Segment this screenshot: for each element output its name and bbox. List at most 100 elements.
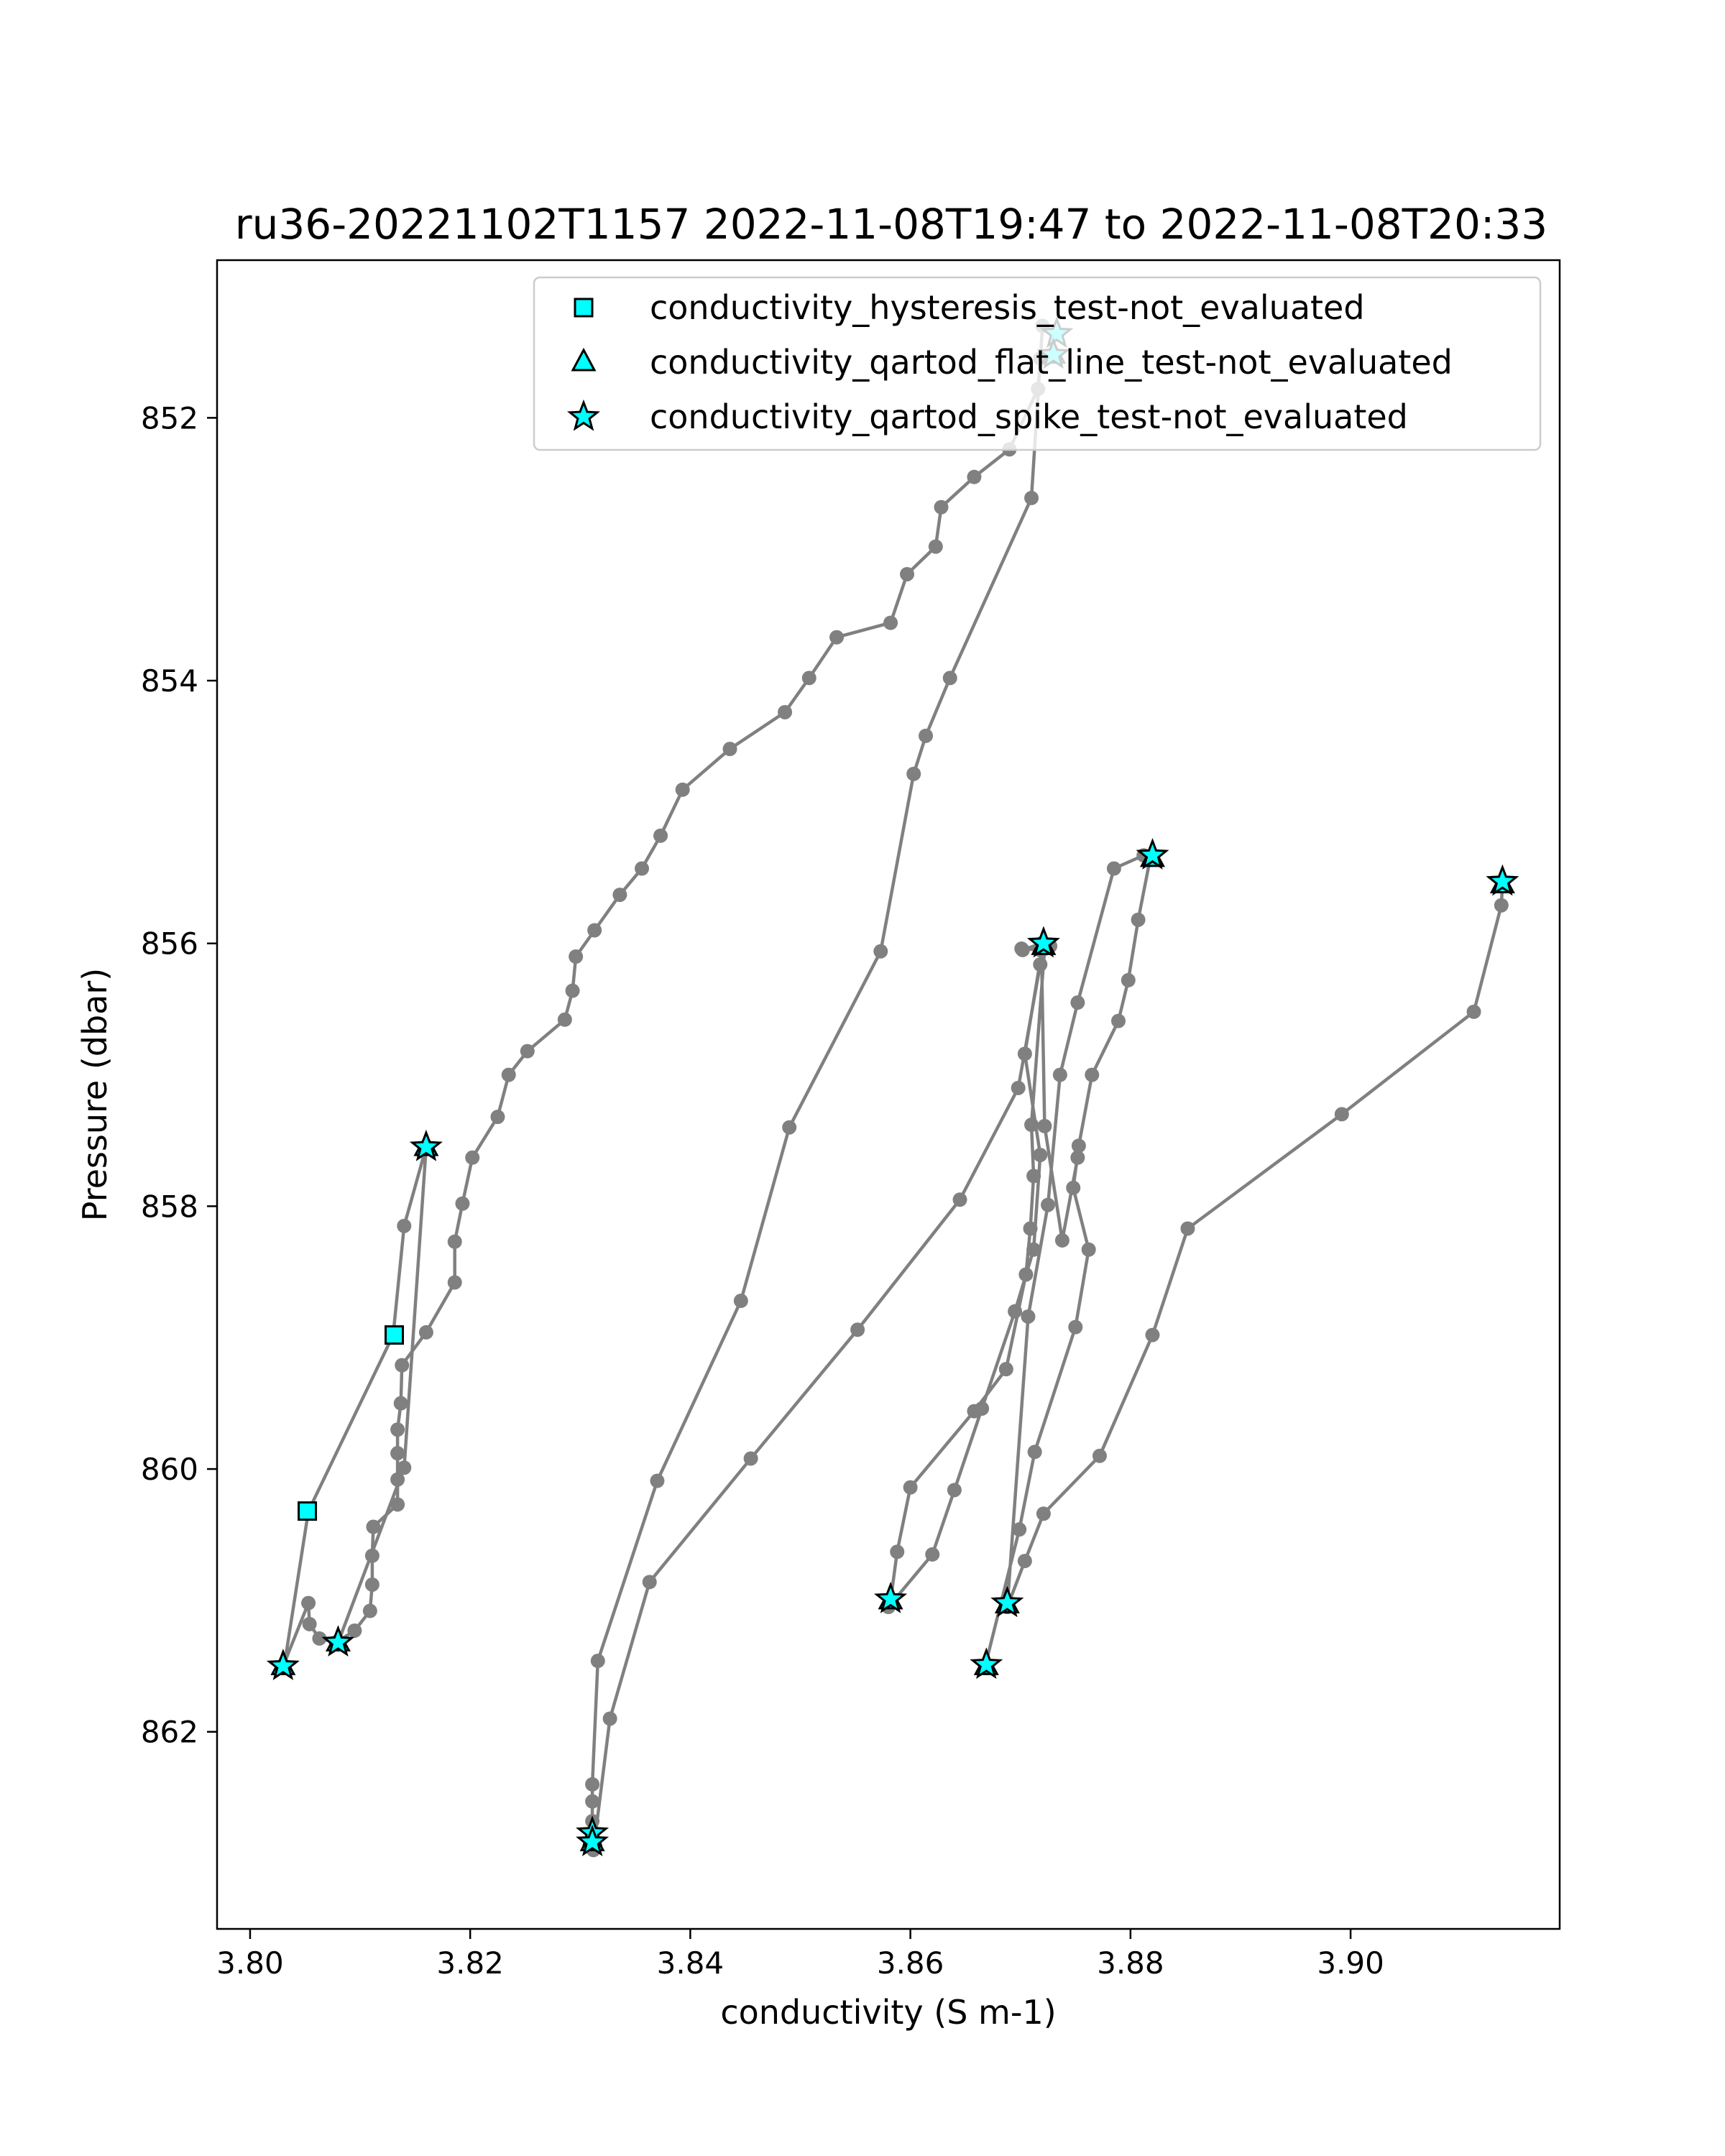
legend-flat-line-marker [571, 347, 597, 372]
profile-point [778, 704, 793, 719]
profile-point [733, 1294, 748, 1309]
profile-point [490, 1110, 505, 1125]
profile-point [873, 944, 888, 959]
profile-point [967, 1404, 982, 1419]
profile-point [455, 1196, 470, 1211]
profile-point [782, 1120, 797, 1135]
profile-point [393, 1396, 408, 1411]
profile-point [1068, 1319, 1083, 1335]
y-axis: 852 854 856 858 860 862 [141, 400, 217, 1750]
legend-entry-label: conductivity_qartod_spike_test-not_evalu… [650, 397, 1408, 436]
spike-marker [266, 1649, 300, 1680]
profile-point [967, 469, 982, 484]
profile-point [942, 671, 957, 686]
y-tick-label: 856 [141, 926, 198, 962]
spike-marker [409, 1129, 443, 1161]
profile-point [520, 1044, 535, 1059]
profile-point [1024, 1118, 1039, 1133]
profile-point [642, 1575, 657, 1590]
profile-point [1081, 1242, 1096, 1257]
profile-point [928, 539, 943, 554]
profile-point [1026, 1169, 1041, 1184]
profile-point [1027, 1445, 1042, 1460]
profile-point [390, 1422, 405, 1437]
profile-point [612, 888, 627, 903]
profile-point [1092, 1448, 1107, 1463]
spike-marker [1486, 864, 1519, 896]
profile-point [362, 1603, 377, 1618]
y-tick-label: 858 [141, 1189, 198, 1224]
profile-point [1021, 1309, 1036, 1324]
profile-point [801, 671, 816, 686]
hysteresis-marker [385, 1325, 405, 1345]
profile-point [1033, 957, 1048, 972]
profile-point [934, 499, 949, 515]
profile-point [850, 1322, 865, 1337]
legend-frame [533, 276, 1542, 451]
profile-line [1006, 884, 1504, 1608]
profile-point [1085, 1067, 1100, 1082]
profile-point [1023, 1221, 1038, 1236]
profile-point [1018, 1267, 1034, 1282]
profile-point [650, 1473, 665, 1488]
profile-point [395, 1358, 410, 1373]
x-axis: 3.80 3.82 3.84 3.86 3.88 3.90 [216, 1929, 1384, 1981]
profile-point [302, 1616, 317, 1631]
profile-point [883, 615, 898, 630]
profile-point [653, 828, 668, 843]
profile-point [397, 1460, 412, 1475]
chart-title: ru36-20221102T1157 2022-11-08T19:47 to 2… [235, 200, 1547, 249]
spike-marker [321, 1625, 355, 1657]
spike-marker [1136, 837, 1169, 870]
x-tick-label: 3.84 [657, 1945, 724, 1981]
y-axis-label: Pressure (dbar) [75, 968, 114, 1221]
profile-point [1054, 1233, 1070, 1248]
spike-marker [576, 1825, 610, 1856]
profile-point [1111, 1013, 1126, 1028]
x-tick-label: 3.90 [1317, 1945, 1384, 1981]
legend-entry-label: conductivity_qartod_flat_line_test-not_e… [650, 343, 1453, 382]
profile-point [947, 1483, 962, 1498]
profile-point [347, 1623, 362, 1638]
profile-point [1012, 1522, 1027, 1537]
profile-point [447, 1275, 462, 1290]
spike-marker [1026, 926, 1060, 958]
y-tick-label: 862 [141, 1715, 198, 1750]
profile-point [900, 566, 915, 581]
profile-point [569, 949, 584, 964]
spike-marker [970, 1647, 1003, 1680]
x-tick-label: 3.80 [216, 1945, 284, 1981]
profile-point [1015, 942, 1030, 957]
legend-spike-marker [566, 399, 601, 431]
profile-point [465, 1150, 480, 1165]
x-tick-label: 3.82 [436, 1945, 504, 1981]
profile-point [1011, 1080, 1026, 1095]
profile-point [1041, 1197, 1056, 1212]
profile-point [1131, 912, 1146, 927]
profile-point [1024, 490, 1039, 505]
profile-point [906, 766, 921, 781]
y-tick-label: 854 [141, 663, 198, 699]
profile-point [1052, 1067, 1067, 1082]
x-tick-label: 3.88 [1097, 1945, 1164, 1981]
profile-point [1066, 1180, 1081, 1195]
profile-point [1145, 1327, 1160, 1342]
profile-point [1180, 1221, 1195, 1236]
profile-point [585, 1777, 600, 1792]
profile-point [565, 983, 580, 998]
profile-point [1026, 1242, 1041, 1257]
profile-point [1037, 1118, 1052, 1133]
profile-point [829, 630, 845, 645]
profile-point [1106, 861, 1121, 876]
profile-point [1466, 1004, 1481, 1019]
profile-point [585, 1794, 600, 1809]
plot-frame [216, 259, 1561, 1930]
profile-point [1494, 898, 1509, 913]
x-tick-label: 3.86 [877, 1945, 944, 1981]
hysteresis-marker [298, 1501, 318, 1521]
profile-point [418, 1325, 433, 1340]
profile-point [390, 1497, 405, 1512]
legend-hysteresis-marker [574, 298, 594, 318]
profile-point [635, 861, 650, 876]
